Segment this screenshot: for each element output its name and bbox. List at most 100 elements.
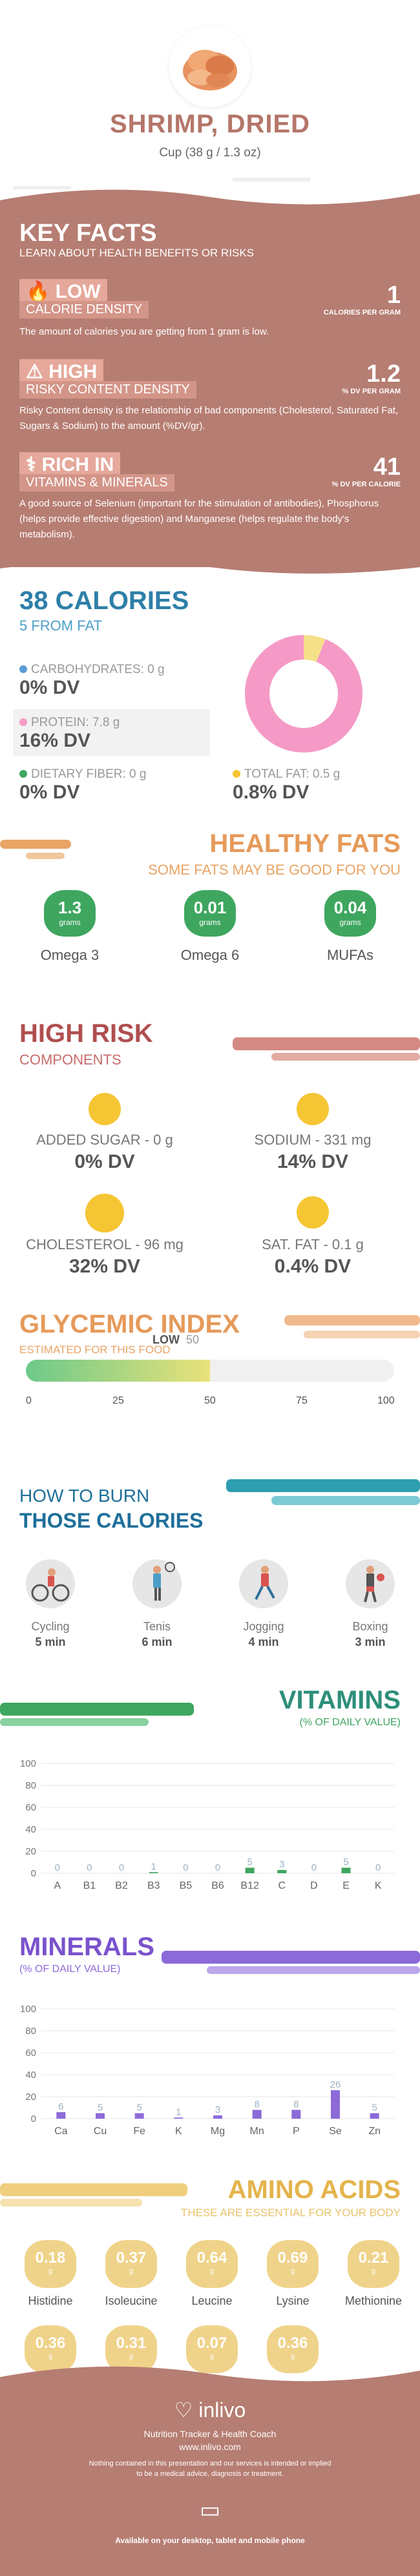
sodium-label: SODIUM - 331 mg [254, 1132, 372, 1148]
protein-dv: 16% DV [19, 730, 91, 751]
vitamin-category-label: B2 [115, 1880, 128, 1891]
mineral-ytick: 20 [25, 2092, 36, 2103]
mineral-bar-cu [96, 2113, 105, 2119]
vitamins-title: VITAMINS [278, 1686, 401, 1714]
vitamin-category-label: B3 [147, 1880, 160, 1891]
calorie-density-level: 🔥 LOW [19, 279, 107, 304]
amino-unit: g [129, 2267, 134, 2275]
carbs-dot [19, 665, 27, 673]
footer-url[interactable]: www.inlivo.com [179, 2442, 241, 2452]
vitamin-bar-b12 [245, 1867, 255, 1873]
donut-fat-slice [245, 635, 362, 753]
mineral-ytick: 0 [31, 2114, 36, 2124]
mineral-category-label: Se [329, 2126, 342, 2137]
vitamin-value-label: 0 [215, 1862, 220, 1873]
sodium-face-icon [297, 1093, 329, 1125]
mineral-category-label: Fe [133, 2126, 145, 2137]
sat-fat-dv: 0.4% DV [274, 1256, 352, 1277]
mineral-value-label: 6 [58, 2101, 63, 2112]
amino-badge-tryptophan: 0.07 g [186, 2325, 238, 2373]
cycling-time: 5 min [35, 1636, 66, 1648]
amino-unit: g [209, 2267, 215, 2275]
gi-deco-bar [284, 1315, 420, 1325]
vitamin-category-label: D [310, 1880, 318, 1891]
omega3-label: Omega 3 [40, 947, 100, 963]
vitamin-value-label: 5 [343, 1857, 348, 1868]
sodium-dv: 14% DV [277, 1151, 349, 1172]
vitamin-value-label: 0 [375, 1862, 381, 1873]
sat-fat-label: SAT. FAT - 0.1 g [262, 1236, 364, 1252]
vitamin-value-label: 0 [119, 1862, 124, 1873]
mineral-value-label: 5 [136, 2103, 142, 2114]
risky-content-value: 1.2 [366, 360, 401, 388]
protein-highlight [13, 709, 210, 756]
amino-label-lysine: Lysine [276, 2294, 310, 2307]
minerals-bar-chart: 0 20 40 60 80 100 6 Ca 5 Cu 5 Fe 1 K 3 Mg 8 Mn 8 P 26 Se 5 Zn [20, 2004, 394, 2137]
gi-scale-bar [26, 1360, 394, 1382]
food-title: SHRIMP, DRIED [109, 110, 311, 138]
high-risk-subtitle: COMPONENTS [19, 1052, 121, 1068]
vitamin-value-label: 0 [311, 1862, 317, 1873]
footer-available: Available on your desktop, tablet and mo… [115, 2536, 305, 2545]
footer-brand[interactable]: ♡ inlivo [0, 2398, 420, 2422]
amino-value: 0.69 [277, 2249, 308, 2267]
risky-content-unit: % DV PER GRAM [342, 388, 401, 395]
vitamin-value-label: 1 [151, 1861, 156, 1872]
mineral-value-label: 8 [293, 2099, 299, 2110]
amino-badge-valine: 0.36 g [267, 2325, 319, 2373]
risky-content-level: ⚠ HIGH [19, 359, 104, 384]
vitamin-ytick: 80 [25, 1780, 36, 1791]
mufas-badge: 0.04 grams [324, 890, 376, 937]
protein-label: PROTEIN: 7.8 g [31, 716, 120, 729]
carbs-block: CARBOHYDRATES: 0 g 0% DV [19, 663, 165, 699]
fiber-label: DIETARY FIBER: 0 g [31, 767, 147, 781]
amino-unit: g [290, 2267, 295, 2275]
boxing-label: Boxing [352, 1620, 388, 1633]
mineral-value-label: 26 [330, 2079, 341, 2090]
vitamins-deco-bar-2 [0, 1718, 149, 1726]
fats-deco-bar-2 [26, 853, 65, 859]
calorie-density-label: CALORIE DENSITY [19, 301, 149, 318]
risky-content-desc: Risky Content density is the relationshi… [19, 405, 399, 431]
omega3-badge: 1.3 grams [44, 890, 96, 937]
gi-reading: LOW 50 [152, 1333, 199, 1347]
mineral-category-label: Zn [368, 2126, 381, 2137]
vitamin-category-label: C [278, 1880, 286, 1891]
mineral-ytick: 60 [25, 2048, 36, 2059]
vitamin-value-label: 3 [279, 1859, 284, 1870]
footer-tagline: Nutrition Tracker & Health Coach [143, 2429, 277, 2439]
gi-value: 50 [186, 1333, 200, 1346]
mineral-ytick: 100 [20, 2004, 36, 2015]
burn-deco-bar [226, 1479, 420, 1492]
amino-badge-phenylalanine: 0.36 g [25, 2325, 76, 2373]
omega6-badge: 0.01 grams [184, 890, 236, 937]
boxing-icon [346, 1559, 395, 1608]
key-facts-title: KEY FACTS [19, 220, 157, 247]
vitamin-category-label: B12 [240, 1880, 259, 1891]
shrimp-photo [169, 26, 251, 107]
gi-deco-bar-2 [304, 1331, 420, 1338]
amino-title: AMINO ACIDS [227, 2176, 401, 2204]
vitamin-value-label: 0 [183, 1862, 188, 1873]
calorie-density-desc: The amount of calories you are getting f… [19, 326, 269, 337]
mufas-label: MUFAs [326, 947, 374, 963]
fat-dot [233, 770, 240, 778]
vitamin-category-label: B5 [180, 1880, 193, 1891]
amino-badge-isoleucine: 0.37 g [105, 2240, 157, 2288]
vitamins-rich-level: ⚕ RICH IN [19, 452, 121, 477]
amino-value: 0.18 [35, 2249, 66, 2267]
amino-value: 0.36 [277, 2334, 308, 2352]
mineral-bar-ca [56, 2112, 66, 2119]
heart-logo-icon: ♡ [174, 2398, 193, 2422]
mineral-bar-mg [213, 2115, 222, 2119]
vitamins-deco-bar [0, 1703, 194, 1716]
gi-tick-0: 0 [26, 1395, 32, 1406]
devices-icon: ▭ [199, 2498, 221, 2522]
gi-tick-50: 50 [204, 1395, 216, 1406]
fiber-block: DIETARY FIBER: 0 g 0% DV [19, 767, 146, 804]
mineral-bar-zn [370, 2113, 379, 2119]
burn-title-line2: THOSE CALORIES [19, 1509, 204, 1532]
tennis-time: 6 min [142, 1636, 173, 1648]
omega6-label: Omega 6 [180, 947, 240, 963]
mineral-value-label: 1 [176, 2106, 181, 2117]
